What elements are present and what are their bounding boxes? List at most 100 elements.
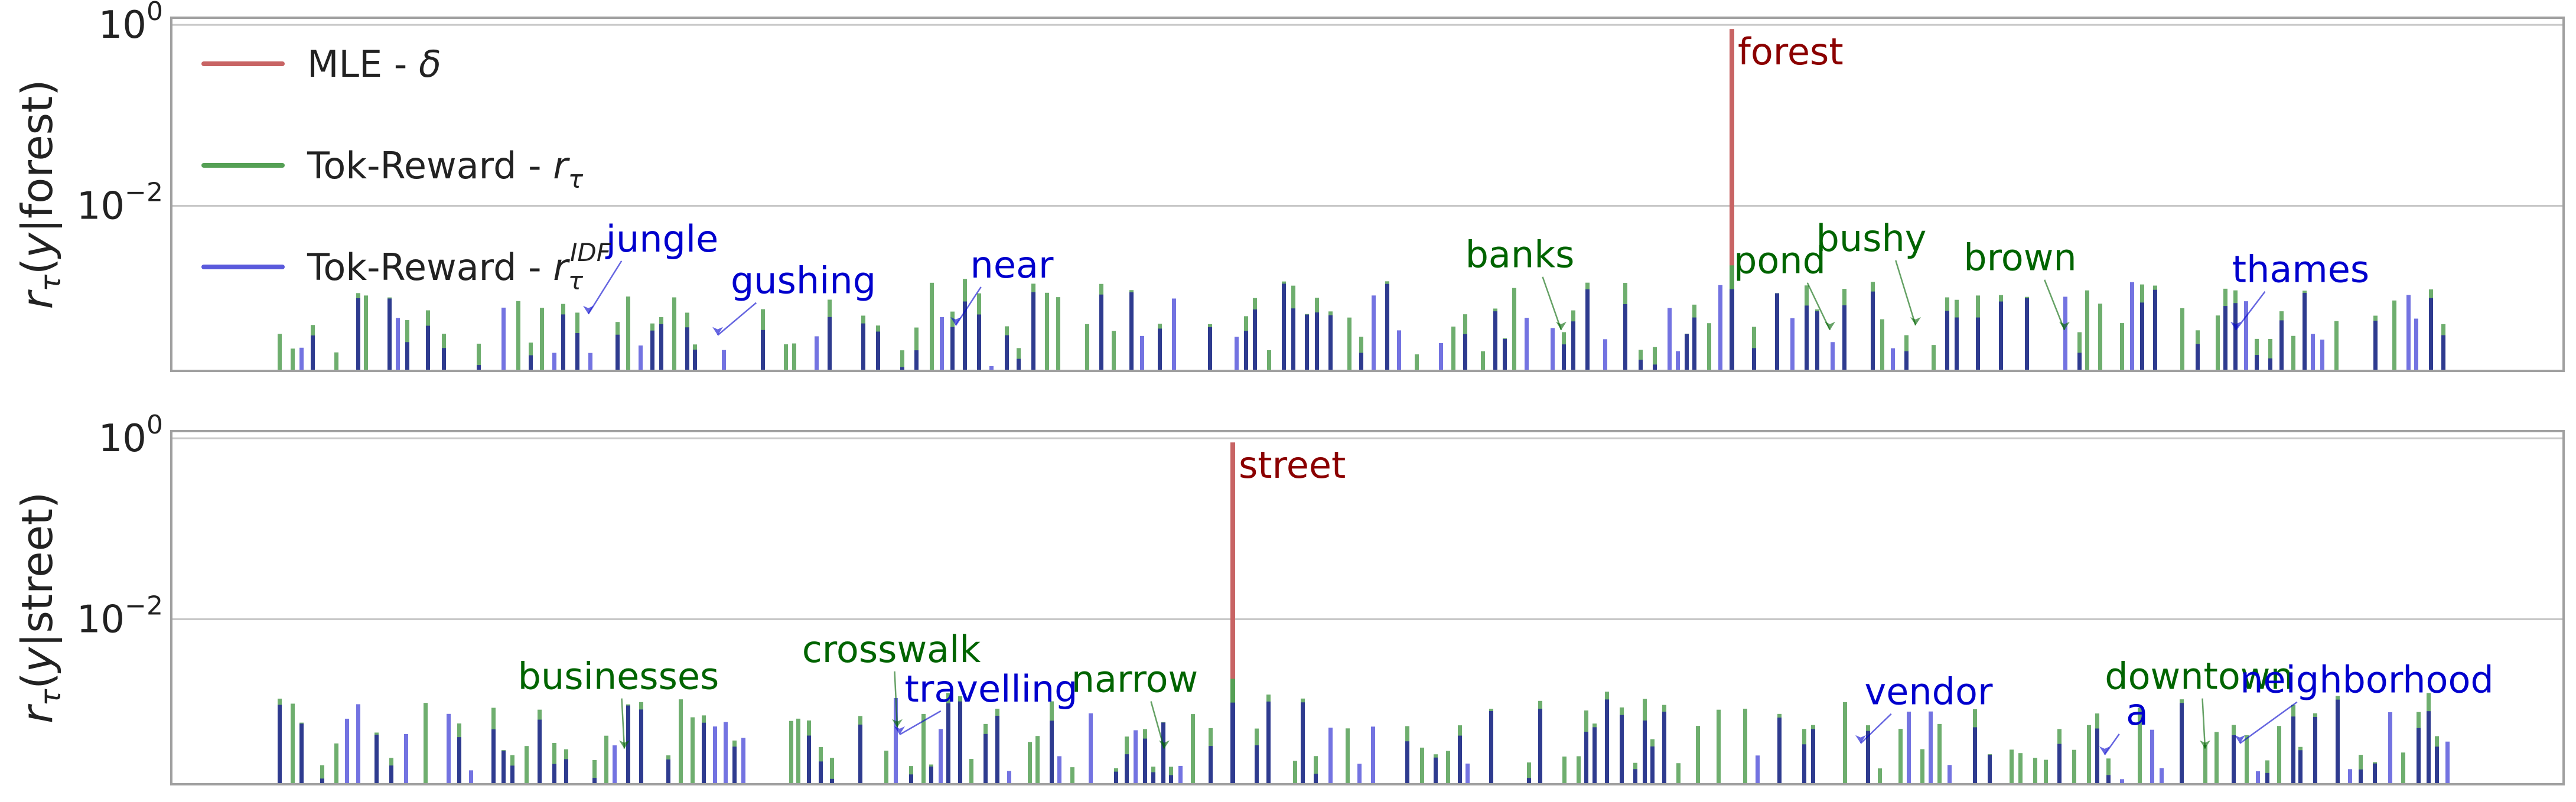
- panel-2: 100 10−2rτ(y|street) street businesses cross…: [12, 410, 2565, 785]
- y-tick-label: 100: [99, 0, 163, 47]
- bar-tok-reward-idf: [426, 325, 430, 371]
- bar-tok-reward-idf: [1371, 726, 1375, 784]
- annotation-arrowhead: [894, 726, 905, 735]
- bar-tok-reward-idf: [1050, 721, 1054, 784]
- annotation-gushing: gushing: [731, 259, 876, 302]
- bar-tok-reward-idf: [639, 345, 643, 371]
- bar-tok-reward-idf: [311, 335, 315, 371]
- bar-tok-reward: [2138, 708, 2142, 784]
- bar-tok-reward: [1028, 742, 1032, 784]
- bar-tok-reward-idf: [1685, 334, 1689, 371]
- legend-label-tok: Tok-Reward - rτ: [307, 144, 584, 194]
- bar-tok-reward-idf: [876, 331, 880, 371]
- bar-tok-reward-idf: [1662, 712, 1666, 784]
- bar-tok-reward-idf: [1730, 289, 1734, 371]
- annotation-arrow: [894, 671, 898, 728]
- bar-tok-reward: [364, 295, 368, 371]
- bar-tok-reward-idf: [2279, 320, 2284, 371]
- bar-tok-reward-idf: [1525, 318, 1529, 371]
- bar-tok-reward-idf: [1434, 757, 1438, 784]
- bar-tok-reward-idf: [724, 722, 728, 784]
- bar-tok-reward: [914, 327, 919, 371]
- annotation-arrowhead: [1855, 735, 1866, 744]
- bar-tok-reward-idf: [1692, 317, 1696, 371]
- bar-tok-reward-idf: [510, 765, 514, 784]
- y-axis-label: rτ(y|forest): [12, 79, 67, 309]
- bar-tok-reward-idf: [1158, 328, 1162, 371]
- annotation-arrow: [2202, 698, 2206, 749]
- annotation-arrowhead: [712, 327, 723, 335]
- bar-tok-reward-idf: [529, 355, 533, 371]
- bar-tok-reward-idf: [2303, 293, 2307, 371]
- bar-tok-reward-idf: [1527, 778, 1531, 784]
- bar-tok-reward-idf: [2320, 340, 2324, 371]
- annotation-arrowhead: [2200, 740, 2210, 749]
- bar-tok-reward: [1577, 756, 1581, 784]
- bar-tok-reward-idf: [1209, 746, 1213, 784]
- bar-tok-reward-idf: [447, 713, 451, 784]
- bar-tok-reward-idf: [2233, 303, 2238, 371]
- bar-tok-reward-idf: [2232, 735, 2236, 784]
- bar-tok-reward-idf: [2336, 699, 2340, 784]
- bar-tok-reward: [1937, 723, 1942, 784]
- annotation-downtown: downtown: [2105, 655, 2294, 698]
- bar-mle-delta: [1230, 442, 1235, 784]
- bar-tok-reward: [2203, 745, 2207, 784]
- bar-tok-reward-idf: [861, 323, 865, 371]
- bar-tok-reward-idf: [2140, 302, 2144, 371]
- bar-tok-reward-idf: [2095, 728, 2099, 784]
- legend: MLE - δ Tok-Reward - rτ Tok-Reward - rτIDF: [201, 43, 611, 295]
- bar-tok-reward: [334, 743, 338, 784]
- bar-tok-reward: [784, 344, 788, 371]
- bar-tok-reward-idf: [2244, 301, 2248, 371]
- bar-tok-reward-idf: [501, 751, 506, 784]
- bar-tok-reward-idf: [693, 349, 697, 371]
- bar-tok-reward-idf: [1151, 772, 1155, 784]
- bar-tok-reward-idf: [404, 733, 408, 784]
- bar-tok-reward-idf: [2427, 711, 2431, 784]
- bar-tok-reward-idf: [1633, 769, 1637, 784]
- bar-tok-reward-idf: [588, 353, 592, 371]
- bar-tok-reward: [477, 343, 481, 371]
- bar-tok-reward-idf: [374, 734, 379, 784]
- bar-tok-reward: [1451, 326, 1455, 371]
- bar-tok-reward: [691, 717, 695, 784]
- annotation-arrow: [1150, 701, 1165, 749]
- bar-tok-reward-idf: [1314, 774, 1318, 784]
- bar-tok-reward-idf: [2160, 768, 2164, 784]
- bar-tok-reward-idf: [1169, 775, 1173, 784]
- bar-tok-reward-idf: [983, 733, 988, 784]
- bar-tok-reward-idf: [830, 778, 834, 784]
- bar-tok-reward-idf: [650, 330, 654, 371]
- bar-tok-reward: [1420, 747, 1424, 784]
- bar-tok-reward: [2255, 338, 2259, 371]
- bar-tok-reward-idf: [1756, 755, 1760, 784]
- annotation-a: a: [2126, 690, 2148, 733]
- bar-tok-reward: [516, 301, 520, 371]
- bar-tok-reward: [2334, 321, 2339, 371]
- bar-tok-reward-idf: [469, 770, 473, 784]
- bar-tok-reward-idf: [387, 298, 392, 371]
- bar-tok-reward-idf: [1929, 711, 1933, 784]
- bar-tok-reward-idf: [2120, 779, 2124, 784]
- bar-tok-reward-idf: [575, 333, 579, 371]
- bar-tok-reward: [1717, 709, 1721, 784]
- bar-tok-reward-idf: [1891, 348, 1895, 371]
- bar-tok-reward-idf: [1140, 335, 1144, 371]
- annotation-travelling: travelling: [905, 667, 1078, 710]
- bar-tok-reward: [789, 721, 793, 784]
- bar-tok-reward: [1562, 757, 1567, 784]
- bar-tok-reward-idf: [613, 745, 617, 784]
- bar-tok-reward-idf: [2313, 716, 2317, 784]
- bar-tok-reward-idf: [1143, 738, 1147, 784]
- bar-tok-reward: [552, 742, 556, 784]
- annotation-crosswalk: crosswalk: [802, 628, 981, 671]
- bar-tok-reward-idf: [958, 701, 962, 784]
- bar-tok-reward: [291, 703, 295, 784]
- bar-tok-reward-idf: [538, 719, 542, 784]
- bar-tok-reward-idf: [1099, 294, 1103, 371]
- bar-tok-reward-idf: [564, 759, 568, 784]
- annotation-street: street: [1239, 444, 1346, 487]
- annotation-arrowhead: [619, 740, 630, 749]
- bar-tok-reward-idf: [685, 327, 689, 371]
